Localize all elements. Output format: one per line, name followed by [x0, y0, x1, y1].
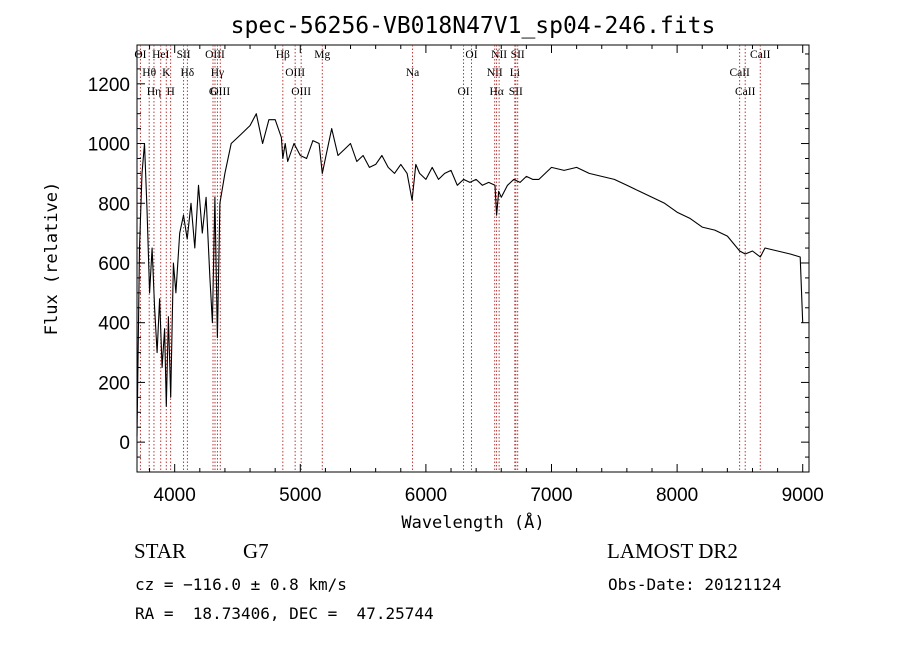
x-tick-label-6000: 6000	[405, 485, 447, 506]
chart-title: spec-56256-VB018N47V1_sp04-246.fits	[231, 13, 716, 39]
y-tick-label-200: 200	[98, 373, 130, 394]
line-label-Hδ: Hδ	[181, 67, 195, 79]
x-tick-label-4000: 4000	[154, 485, 196, 506]
x-tick-label-5000: 5000	[279, 485, 321, 506]
y-tick-label-1000: 1000	[88, 135, 130, 156]
line-label-OIII: OIII	[285, 67, 305, 79]
plot-frame	[136, 44, 810, 473]
line-label-OIII: OIII	[291, 86, 311, 98]
line-label-OI: OI	[458, 86, 470, 98]
y-tick-label-800: 800	[98, 194, 130, 215]
line-label-SII: SII	[511, 49, 525, 61]
line-label-Hγ: Hγ	[211, 67, 224, 79]
coordinates-text: RA = 18.73406, DEC = 47.25744	[135, 604, 434, 623]
line-label-NII: NII	[487, 67, 503, 79]
line-label-Mg: Mg	[314, 49, 330, 61]
line-label-Hθ: Hθ	[142, 67, 156, 79]
y-axis-label: Flux (relative)	[42, 182, 62, 336]
line-label-K: K	[162, 67, 171, 79]
line-label-Li: Li	[510, 67, 520, 79]
line-label-Hβ: Hβ	[276, 49, 290, 61]
line-label-Na: Na	[406, 67, 419, 79]
x-tick-label-7000: 7000	[530, 485, 572, 506]
line-label-CaII: CaII	[729, 67, 750, 79]
y-tick-label-600: 600	[98, 254, 130, 275]
line-label-G: G	[209, 86, 217, 98]
object-class: STAR	[134, 539, 186, 563]
y-tick-label-400: 400	[98, 314, 130, 335]
y-tick-label-1200: 1200	[88, 75, 130, 96]
line-label-NII: NII	[491, 49, 507, 61]
line-label-OI: OI	[134, 49, 146, 61]
line-label-H: H	[167, 86, 175, 98]
obs-date-text: Obs-Date: 20121124	[608, 575, 782, 594]
line-label-Hη: Hη	[147, 86, 161, 98]
object-subclass: G7	[243, 539, 269, 563]
line-label-OIII: OIII	[210, 86, 230, 98]
line-label-SII: SII	[177, 49, 191, 61]
line-label-SII: SII	[509, 86, 523, 98]
line-label-Hα: Hα	[489, 86, 503, 98]
x-axis-label: Wavelength (Å)	[401, 511, 544, 533]
line-label-HeI: HeI	[152, 49, 169, 61]
x-tick-label-8000: 8000	[656, 485, 698, 506]
redshift-text: cz = −116.0 ± 0.8 km/s	[135, 575, 347, 594]
y-tick-label-0: 0	[119, 433, 130, 454]
line-label-CaII: CaII	[750, 49, 771, 61]
line-label-OIII: OIII	[205, 49, 225, 61]
line-label-CaII: CaII	[735, 86, 756, 98]
spectrum-line	[136, 113, 804, 437]
x-tick-label-9000: 9000	[782, 485, 824, 506]
survey-label: LAMOST DR2	[607, 539, 738, 563]
line-label-OI: OI	[465, 49, 477, 61]
